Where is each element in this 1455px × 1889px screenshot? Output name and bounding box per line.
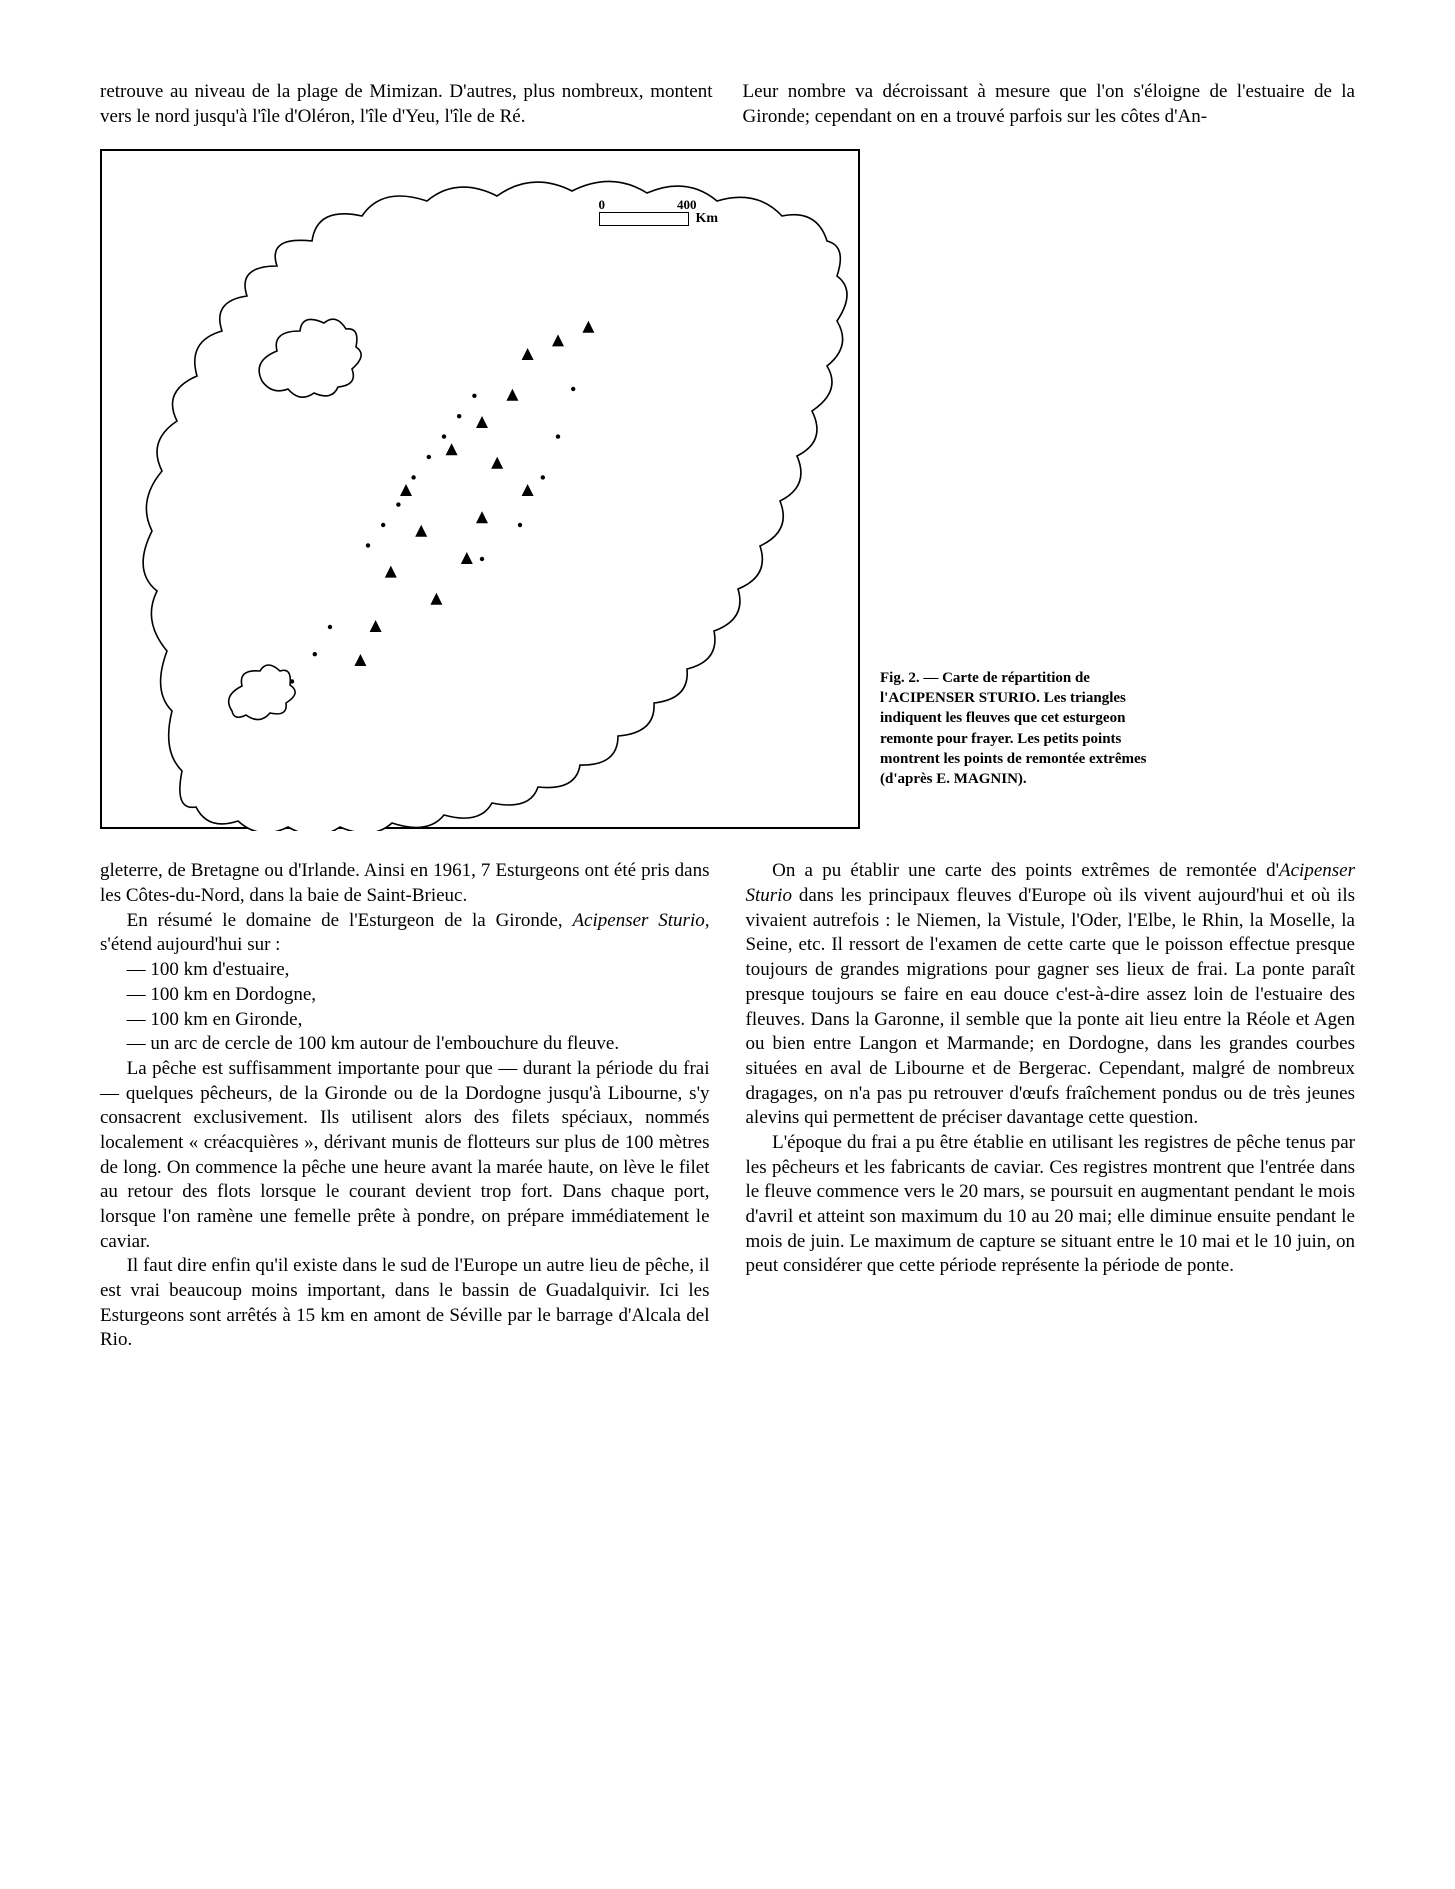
top-paragraph-row: retrouve au niveau de la plage de Mimiza… — [100, 80, 1355, 129]
caption-text: Carte de répartition de l'ACIPENSER STUR… — [880, 670, 1146, 787]
col1-l1: — 100 km d'estuaire, — [100, 958, 710, 983]
col2-p1: On a pu établir une carte des points ext… — [746, 859, 1356, 1131]
europe-map-svg — [102, 151, 862, 831]
right-column: On a pu établir une carte des points ext… — [746, 859, 1356, 1353]
col1-p1: gleterre, de Bretagne ou d'Irlande. Ains… — [100, 859, 710, 908]
figure-row: Km Fig. 2. — Carte de répartition de l'A… — [100, 149, 1355, 829]
caption-label: Fig. 2. — [880, 670, 920, 686]
body-columns: gleterre, de Bretagne ou d'Irlande. Ains… — [100, 859, 1355, 1353]
figure-caption: Fig. 2. — Carte de répartition de l'ACIP… — [880, 668, 1170, 830]
coastline-path — [143, 182, 847, 832]
scale-bar: Km — [599, 211, 718, 227]
top-left-text: retrouve au niveau de la plage de Mimiza… — [100, 80, 713, 129]
map-figure: Km — [100, 149, 860, 829]
col1-p3: La pêche est suffisamment importante pou… — [100, 1057, 710, 1255]
scale-unit: Km — [695, 211, 718, 227]
scale-box — [599, 212, 689, 226]
col1-l2: — 100 km en Dordogne, — [100, 983, 710, 1008]
left-column: gleterre, de Bretagne ou d'Irlande. Ains… — [100, 859, 710, 1353]
col1-l3: — 100 km en Gironde, — [100, 1008, 710, 1033]
col1-p2: En résumé le domaine de l'Esturgeon de l… — [100, 909, 710, 958]
top-right-text: Leur nombre va décroissant à mesure que … — [743, 80, 1356, 129]
col1-l4: — un arc de cercle de 100 km autour de l… — [100, 1032, 710, 1057]
col2-p2: L'époque du frai a pu être établie en ut… — [746, 1131, 1356, 1279]
caption-dash: — — [923, 670, 938, 686]
col1-p4: Il faut dire enfin qu'il existe dans le … — [100, 1254, 710, 1353]
